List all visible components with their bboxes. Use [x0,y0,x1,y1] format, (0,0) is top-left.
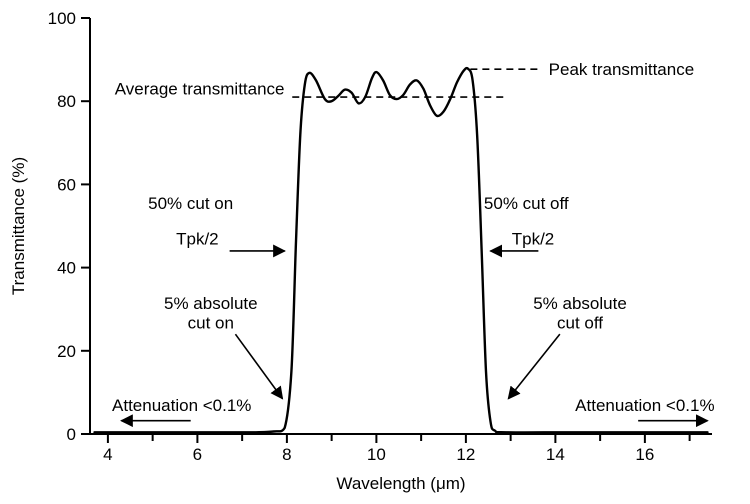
cut-on-5-label-line2: cut on [188,314,234,333]
y-tick-label: 0 [67,425,76,444]
cut-off-5-label-line2: cut off [557,314,603,333]
peak-transmittance-label: Peak transmittance [549,60,695,79]
x-tick-label: 8 [282,445,291,464]
attenuation-right-label: Attenuation <0.1% [575,396,714,415]
cut-on-tpk2-label: Tpk/2 [176,229,219,248]
x-tick-label: 6 [193,445,202,464]
x-tick-label: 4 [103,445,112,464]
x-tick-label: 14 [546,445,565,464]
cut-off-50-label: 50% cut off [484,194,569,213]
x-axis-title: Wavelength (μm) [336,474,465,493]
cut-off-5-arrow [507,333,561,400]
average-transmittance-label: Average transmittance [115,80,285,99]
x-tick-label: 10 [367,445,386,464]
y-tick-label: 60 [57,175,76,194]
y-axis-title: Transmittance (%) [9,157,28,295]
y-tick-label: 20 [57,342,76,361]
y-tick-label: 100 [48,9,76,28]
y-tick-label: 80 [57,92,76,111]
x-tick-label: 16 [635,445,654,464]
transmittance-curve [93,66,709,434]
cut-off-tpk2-label: Tpk/2 [512,229,555,248]
attenuation-left-label: Attenuation <0.1% [112,396,251,415]
cut-on-50-label: 50% cut on [148,194,233,213]
x-tick-label: 12 [456,445,475,464]
cut-on-5-label-line1: 5% absolute [164,294,258,313]
y-tick-label: 40 [57,259,76,278]
cut-on-5-arrow [234,333,284,400]
cut-off-5-label-line1: 5% absolute [533,294,627,313]
